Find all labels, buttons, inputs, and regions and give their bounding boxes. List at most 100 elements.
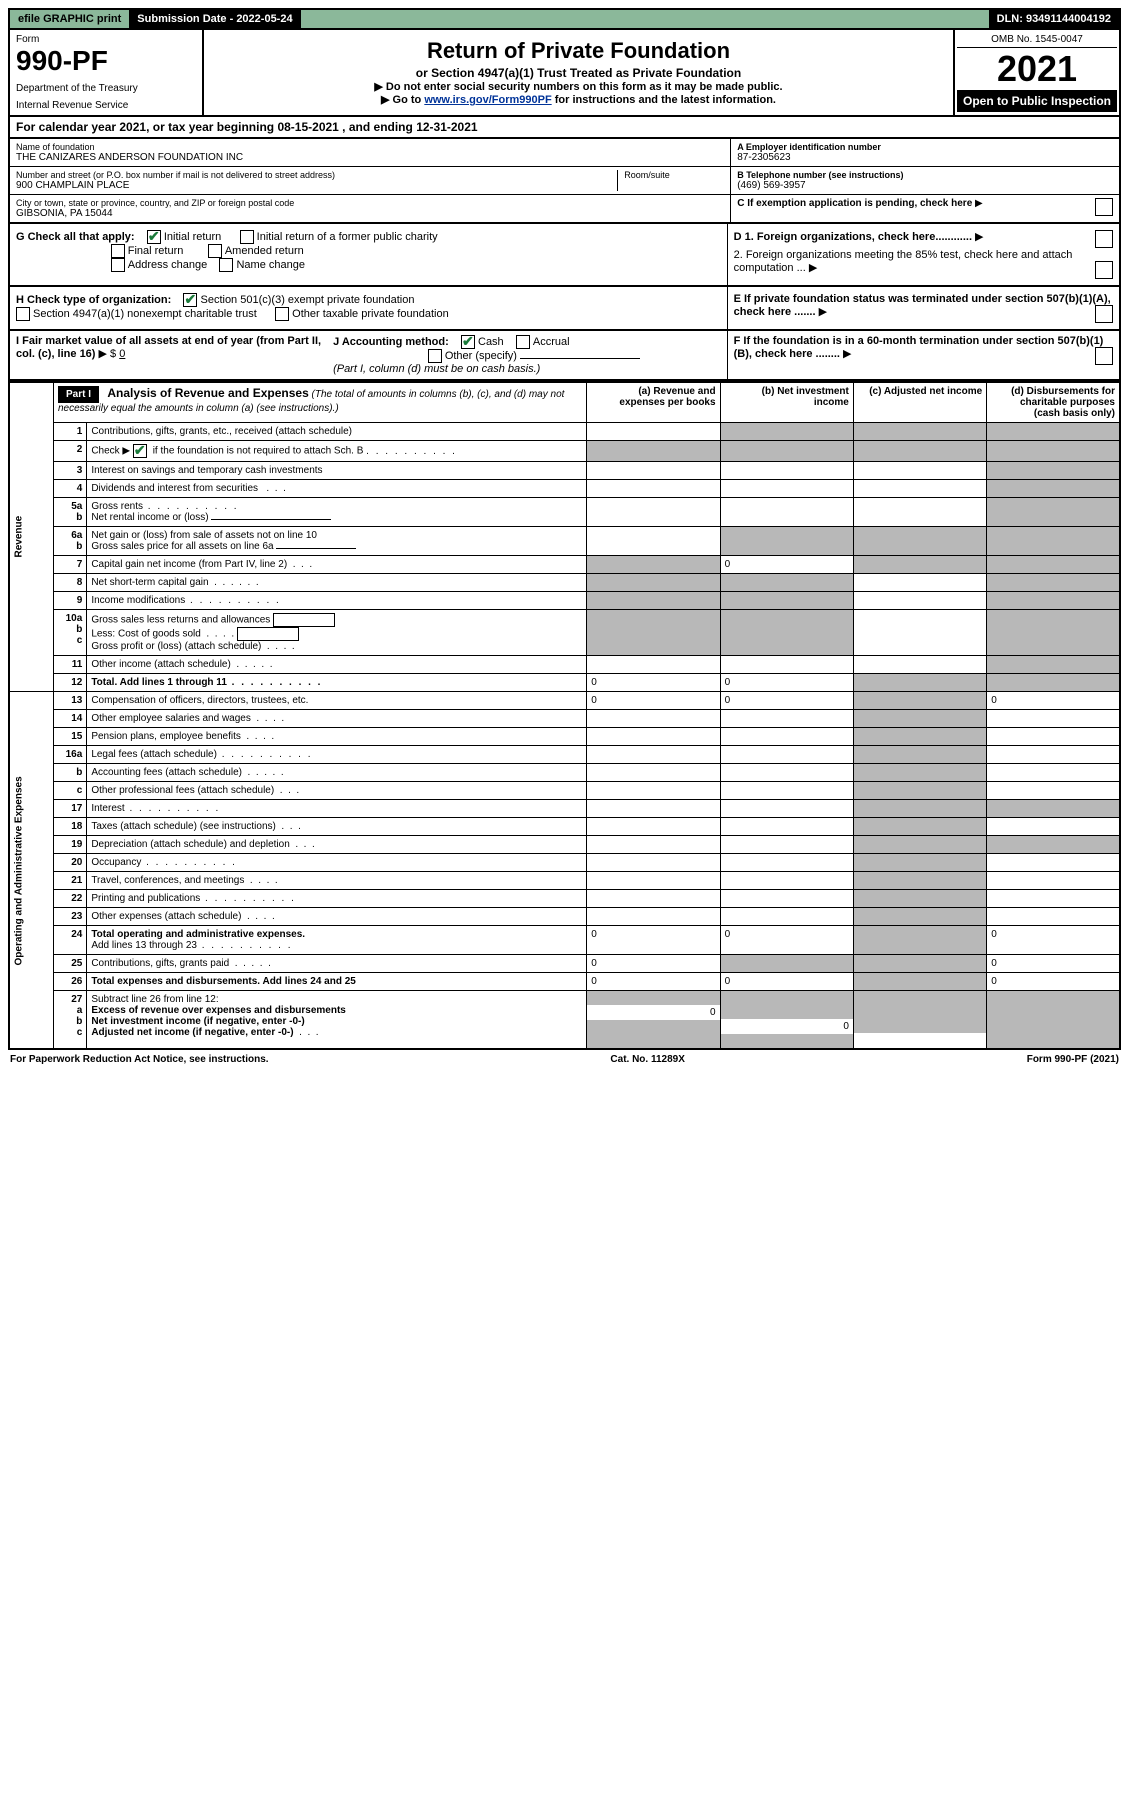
final-return-cb[interactable] (111, 244, 125, 258)
goto-note: ▶ Go to www.irs.gov/Form990PF for instru… (210, 93, 947, 106)
row-8: Net short-term capital gain . . . . . . (87, 574, 587, 592)
note2-pre: ▶ Go to (381, 94, 424, 106)
header-left: Form 990-PF Department of the Treasury I… (10, 30, 204, 115)
r13b: 0 (720, 692, 853, 710)
h-c3: Section 501(c)(3) exempt private foundat… (200, 294, 414, 306)
row-24: Total operating and administrative expen… (87, 926, 587, 955)
part1-label: Part I (58, 386, 99, 403)
row-7: Capital gain net income (from Part IV, l… (87, 556, 587, 574)
phone-value: (469) 569-3957 (737, 180, 1113, 191)
cal-mid: , and ending (339, 120, 416, 134)
open-public: Open to Public Inspection (957, 90, 1117, 112)
initial-former-cb[interactable] (240, 230, 254, 244)
table-row: 24Total operating and administrative exp… (9, 926, 1120, 955)
g-initial: Initial return (164, 231, 221, 243)
table-row: 26Total expenses and disbursements. Add … (9, 973, 1120, 991)
row-3: Interest on savings and temporary cash i… (87, 462, 587, 480)
irs-label: Internal Revenue Service (16, 100, 196, 111)
j-accrual: Accrual (533, 336, 570, 348)
f-checkbox[interactable] (1095, 347, 1113, 365)
g-d-row: G Check all that apply: Initial return I… (8, 224, 1121, 287)
d1-lbl: D 1. Foreign organizations, check here..… (734, 231, 972, 243)
footer: For Paperwork Reduction Act Notice, see … (8, 1050, 1121, 1069)
note2-post: for instructions and the latest informat… (552, 94, 776, 106)
dln-label: DLN: 93491144004192 (989, 10, 1119, 28)
col-c-header: (c) Adjusted net income (853, 382, 986, 423)
address-change-cb[interactable] (111, 258, 125, 272)
name-cell: Name of foundation THE CANIZARES ANDERSO… (10, 139, 730, 167)
row-2: Check ▶ if the foundation is not require… (87, 441, 587, 462)
other-tax-cb[interactable] (275, 307, 289, 321)
e-lbl: E If private foundation status was termi… (734, 293, 1111, 318)
cash-cb[interactable] (461, 335, 475, 349)
foundation-name: THE CANIZARES ANDERSON FOUNDATION INC (16, 152, 724, 163)
accrual-cb[interactable] (516, 335, 530, 349)
row-10: Gross sales less returns and allowances … (87, 610, 587, 656)
other-method-cb[interactable] (428, 349, 442, 363)
d2-checkbox[interactable] (1095, 261, 1113, 279)
cal-end: 12-31-2021 (416, 120, 477, 134)
table-row: Operating and Administrative Expenses 13… (9, 692, 1120, 710)
initial-return-cb[interactable] (147, 230, 161, 244)
c-checkbox[interactable] (1095, 198, 1113, 216)
ein-cell: A Employer identification number 87-2305… (731, 139, 1119, 167)
c-cell: C If exemption application is pending, c… (731, 195, 1119, 212)
r24a: 0 (587, 926, 720, 955)
ij-left: I Fair market value of all assets at end… (10, 331, 727, 379)
d1-checkbox[interactable] (1095, 230, 1113, 248)
h-section: H Check type of organization: Section 50… (10, 287, 727, 329)
row-12: Total. Add lines 1 through 11 (87, 674, 587, 692)
omb-number: OMB No. 1545-0047 (957, 32, 1117, 48)
amended-return-cb[interactable] (208, 244, 222, 258)
g-address: Address change (128, 259, 208, 271)
table-row: cOther professional fees (attach schedul… (9, 782, 1120, 800)
irs-link[interactable]: www.irs.gov/Form990PF (424, 94, 551, 106)
ein-value: 87-2305623 (737, 152, 1113, 163)
d2-lbl: 2. Foreign organizations meeting the 85%… (734, 249, 1073, 274)
row-19: Depreciation (attach schedule) and deple… (87, 836, 587, 854)
efile-label[interactable]: efile GRAPHIC print (10, 10, 129, 28)
room-lbl: Room/suite (624, 170, 724, 180)
addr-lbl: Number and street (or P.O. box number if… (16, 170, 617, 180)
r25d: 0 (987, 955, 1120, 973)
form-header: Form 990-PF Department of the Treasury I… (8, 30, 1121, 117)
table-row: 10abcGross sales less returns and allowa… (9, 610, 1120, 656)
r7b: 0 (720, 556, 853, 574)
form-subtitle: or Section 4947(a)(1) Trust Treated as P… (210, 66, 947, 80)
row-21: Travel, conferences, and meetings . . . … (87, 872, 587, 890)
row-17: Interest (87, 800, 587, 818)
ssn-note: ▶ Do not enter social security numbers o… (210, 80, 947, 93)
table-row: 20Occupancy (9, 854, 1120, 872)
g-name-change: Name change (236, 259, 305, 271)
schb-cb[interactable] (133, 444, 147, 458)
r25a: 0 (587, 955, 720, 973)
row-22: Printing and publications (87, 890, 587, 908)
name-lbl: Name of foundation (16, 142, 724, 152)
row-18: Taxes (attach schedule) (see instruction… (87, 818, 587, 836)
table-row: 2Check ▶ if the foundation is not requir… (9, 441, 1120, 462)
g-label: G Check all that apply: (16, 231, 135, 243)
row-23: Other expenses (attach schedule) . . . . (87, 908, 587, 926)
name-change-cb[interactable] (219, 258, 233, 272)
table-row: 7Capital gain net income (from Part IV, … (9, 556, 1120, 574)
table-row: bAccounting fees (attach schedule) . . .… (9, 764, 1120, 782)
row-4: Dividends and interest from securities .… (87, 480, 587, 498)
a1-cb[interactable] (16, 307, 30, 321)
table-row: 21Travel, conferences, and meetings . . … (9, 872, 1120, 890)
table-row: 9Income modifications (9, 592, 1120, 610)
cal-begin: 08-15-2021 (277, 120, 338, 134)
e-checkbox[interactable] (1095, 305, 1113, 323)
col-b-header: (b) Net investment income (720, 382, 853, 423)
r13a: 0 (587, 692, 720, 710)
revenue-vert-label: Revenue (9, 382, 53, 692)
entity-block: Name of foundation THE CANIZARES ANDERSO… (8, 139, 1121, 224)
table-row: 18Taxes (attach schedule) (see instructi… (9, 818, 1120, 836)
opex-vert-label: Operating and Administrative Expenses (9, 692, 53, 1050)
g-amended: Amended return (225, 245, 304, 257)
c3-cb[interactable] (183, 293, 197, 307)
table-row: 5abGross rentsNet rental income or (loss… (9, 498, 1120, 527)
r27b-b: 0 (721, 1019, 853, 1034)
row-25: Contributions, gifts, grants paid . . . … (87, 955, 587, 973)
row-9: Income modifications (87, 592, 587, 610)
row-26: Total expenses and disbursements. Add li… (87, 973, 587, 991)
